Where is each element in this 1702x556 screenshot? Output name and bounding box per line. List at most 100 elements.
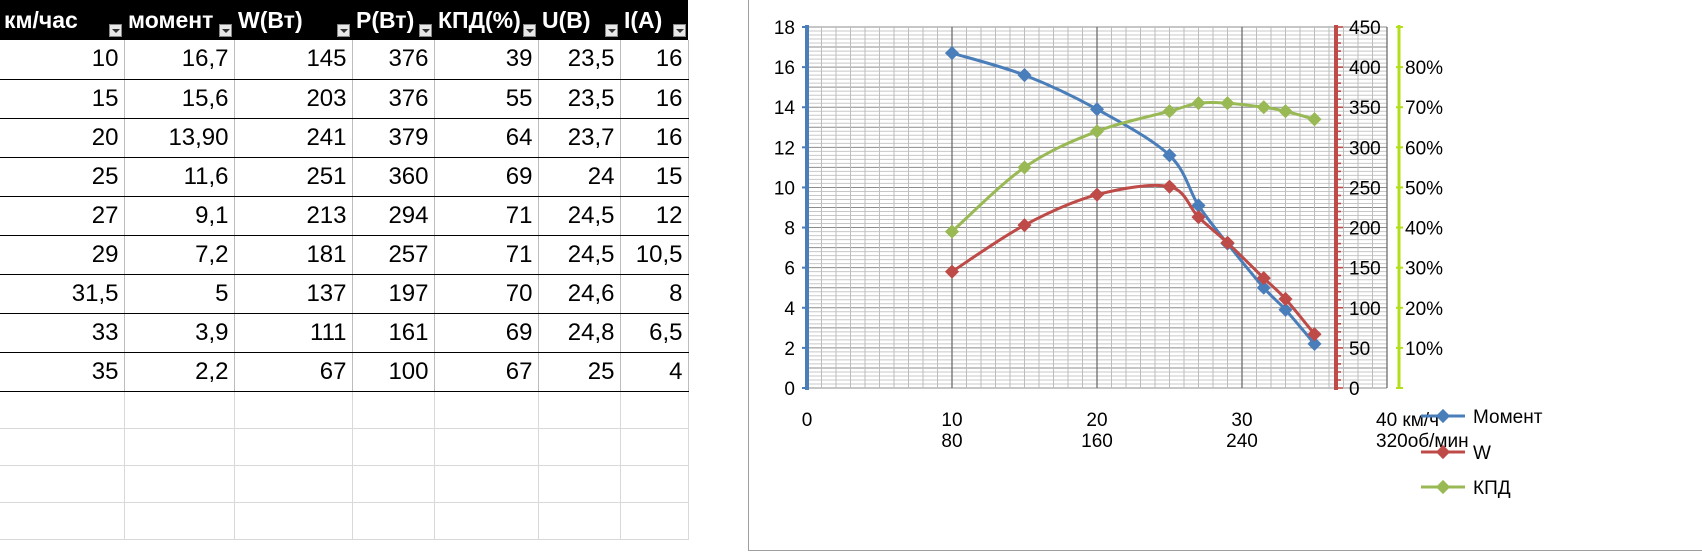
empty-cell[interactable] <box>620 391 689 429</box>
table-cell[interactable]: 100 <box>352 352 435 392</box>
table-cell[interactable]: 6,5 <box>620 313 689 353</box>
table-cell[interactable]: 4 <box>620 352 689 392</box>
table-cell[interactable]: 294 <box>352 196 435 236</box>
filter-dropdown-icon[interactable] <box>523 24 536 37</box>
empty-cell[interactable] <box>0 465 125 503</box>
filter-dropdown-icon[interactable] <box>419 24 432 37</box>
table-cell[interactable]: 24,6 <box>538 274 621 314</box>
empty-cell[interactable] <box>124 502 235 540</box>
table-cell[interactable]: 69 <box>434 157 539 197</box>
empty-cell[interactable] <box>620 428 689 466</box>
table-cell[interactable]: 8 <box>620 274 689 314</box>
table-cell[interactable]: 16 <box>620 118 689 158</box>
empty-cell[interactable] <box>620 465 689 503</box>
empty-cell[interactable] <box>0 502 125 540</box>
table-cell[interactable]: 33 <box>0 313 125 353</box>
table-cell[interactable]: 145 <box>234 40 353 80</box>
table-cell[interactable]: 20 <box>0 118 125 158</box>
empty-cell[interactable] <box>352 428 435 466</box>
table-cell[interactable]: 25 <box>0 157 125 197</box>
table-cell[interactable]: 2,2 <box>124 352 235 392</box>
table-cell[interactable]: 161 <box>352 313 435 353</box>
empty-cell[interactable] <box>538 465 621 503</box>
table-cell[interactable]: 241 <box>234 118 353 158</box>
empty-cell[interactable] <box>124 428 235 466</box>
table-cell[interactable]: 251 <box>234 157 353 197</box>
table-cell[interactable]: 16,7 <box>124 40 235 80</box>
empty-cell[interactable] <box>538 502 621 540</box>
column-header[interactable]: момент <box>124 0 234 40</box>
table-cell[interactable]: 10 <box>0 40 125 80</box>
table-cell[interactable]: 39 <box>434 40 539 80</box>
table-cell[interactable]: 257 <box>352 235 435 275</box>
table-cell[interactable]: 15 <box>0 79 125 119</box>
empty-cell[interactable] <box>352 502 435 540</box>
filter-dropdown-icon[interactable] <box>673 24 686 37</box>
table-cell[interactable]: 203 <box>234 79 353 119</box>
table-cell[interactable]: 69 <box>434 313 539 353</box>
empty-cell[interactable] <box>0 428 125 466</box>
table-cell[interactable]: 376 <box>352 40 435 80</box>
table-cell[interactable]: 137 <box>234 274 353 314</box>
empty-cell[interactable] <box>124 465 235 503</box>
table-cell[interactable]: 7,2 <box>124 235 235 275</box>
table-cell[interactable]: 16 <box>620 79 689 119</box>
table-cell[interactable]: 70 <box>434 274 539 314</box>
table-cell[interactable]: 25 <box>538 352 621 392</box>
empty-cell[interactable] <box>234 391 353 429</box>
table-cell[interactable]: 24,5 <box>538 196 621 236</box>
table-cell[interactable]: 71 <box>434 235 539 275</box>
table-cell[interactable]: 15 <box>620 157 689 197</box>
column-header[interactable]: U(В) <box>538 0 620 40</box>
table-cell[interactable]: 15,6 <box>124 79 235 119</box>
empty-cell[interactable] <box>124 391 235 429</box>
empty-cell[interactable] <box>234 465 353 503</box>
empty-cell[interactable] <box>434 391 539 429</box>
table-cell[interactable]: 360 <box>352 157 435 197</box>
table-cell[interactable]: 9,1 <box>124 196 235 236</box>
table-cell[interactable]: 23,7 <box>538 118 621 158</box>
table-cell[interactable]: 67 <box>434 352 539 392</box>
table-cell[interactable]: 27 <box>0 196 125 236</box>
column-header[interactable]: КПД(%) <box>434 0 538 40</box>
table-cell[interactable]: 24,5 <box>538 235 621 275</box>
table-cell[interactable]: 29 <box>0 235 125 275</box>
empty-cell[interactable] <box>538 428 621 466</box>
table-cell[interactable]: 11,6 <box>124 157 235 197</box>
empty-cell[interactable] <box>234 428 353 466</box>
table-cell[interactable]: 197 <box>352 274 435 314</box>
table-cell[interactable]: 213 <box>234 196 353 236</box>
empty-cell[interactable] <box>538 391 621 429</box>
table-cell[interactable]: 71 <box>434 196 539 236</box>
empty-cell[interactable] <box>352 465 435 503</box>
table-cell[interactable]: 3,9 <box>124 313 235 353</box>
table-cell[interactable]: 10,5 <box>620 235 689 275</box>
table-cell[interactable]: 23,5 <box>538 40 621 80</box>
table-cell[interactable]: 5 <box>124 274 235 314</box>
column-header[interactable]: I(A) <box>620 0 688 40</box>
empty-cell[interactable] <box>434 465 539 503</box>
table-cell[interactable]: 23,5 <box>538 79 621 119</box>
table-cell[interactable]: 181 <box>234 235 353 275</box>
table-cell[interactable]: 12 <box>620 196 689 236</box>
table-cell[interactable]: 64 <box>434 118 539 158</box>
filter-dropdown-icon[interactable] <box>109 24 122 37</box>
filter-dropdown-icon[interactable] <box>337 24 350 37</box>
empty-cell[interactable] <box>434 428 539 466</box>
empty-cell[interactable] <box>620 502 689 540</box>
filter-dropdown-icon[interactable] <box>605 24 618 37</box>
table-cell[interactable]: 31,5 <box>0 274 125 314</box>
empty-cell[interactable] <box>0 391 125 429</box>
table-cell[interactable]: 24,8 <box>538 313 621 353</box>
table-cell[interactable]: 24 <box>538 157 621 197</box>
table-cell[interactable]: 55 <box>434 79 539 119</box>
column-header[interactable]: Р(Вт) <box>352 0 434 40</box>
table-cell[interactable]: 35 <box>0 352 125 392</box>
filter-dropdown-icon[interactable] <box>219 24 232 37</box>
table-cell[interactable]: 111 <box>234 313 353 353</box>
column-header[interactable]: W(Вт) <box>234 0 352 40</box>
table-cell[interactable]: 67 <box>234 352 353 392</box>
empty-cell[interactable] <box>434 502 539 540</box>
column-header[interactable]: км/час <box>0 0 124 40</box>
table-cell[interactable]: 376 <box>352 79 435 119</box>
